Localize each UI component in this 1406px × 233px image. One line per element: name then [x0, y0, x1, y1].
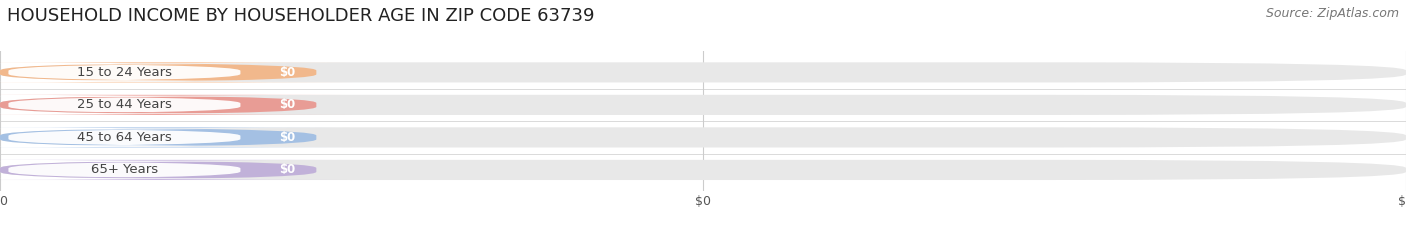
- FancyBboxPatch shape: [0, 95, 352, 115]
- FancyBboxPatch shape: [0, 62, 1406, 82]
- FancyBboxPatch shape: [0, 64, 318, 81]
- FancyBboxPatch shape: [0, 129, 318, 146]
- FancyBboxPatch shape: [0, 127, 352, 147]
- FancyBboxPatch shape: [0, 62, 352, 82]
- FancyBboxPatch shape: [0, 161, 318, 179]
- Text: 65+ Years: 65+ Years: [91, 163, 157, 176]
- FancyBboxPatch shape: [0, 160, 352, 180]
- Text: 45 to 64 Years: 45 to 64 Years: [77, 131, 172, 144]
- FancyBboxPatch shape: [0, 127, 1406, 147]
- FancyBboxPatch shape: [0, 160, 1406, 180]
- Text: 25 to 44 Years: 25 to 44 Years: [77, 98, 172, 111]
- FancyBboxPatch shape: [0, 96, 318, 114]
- FancyBboxPatch shape: [0, 95, 1406, 115]
- Text: $0: $0: [278, 131, 295, 144]
- Text: $0: $0: [278, 66, 295, 79]
- Text: Source: ZipAtlas.com: Source: ZipAtlas.com: [1265, 7, 1399, 20]
- Text: HOUSEHOLD INCOME BY HOUSEHOLDER AGE IN ZIP CODE 63739: HOUSEHOLD INCOME BY HOUSEHOLDER AGE IN Z…: [7, 7, 595, 25]
- Text: $0: $0: [278, 98, 295, 111]
- Text: 15 to 24 Years: 15 to 24 Years: [77, 66, 172, 79]
- Text: $0: $0: [278, 163, 295, 176]
